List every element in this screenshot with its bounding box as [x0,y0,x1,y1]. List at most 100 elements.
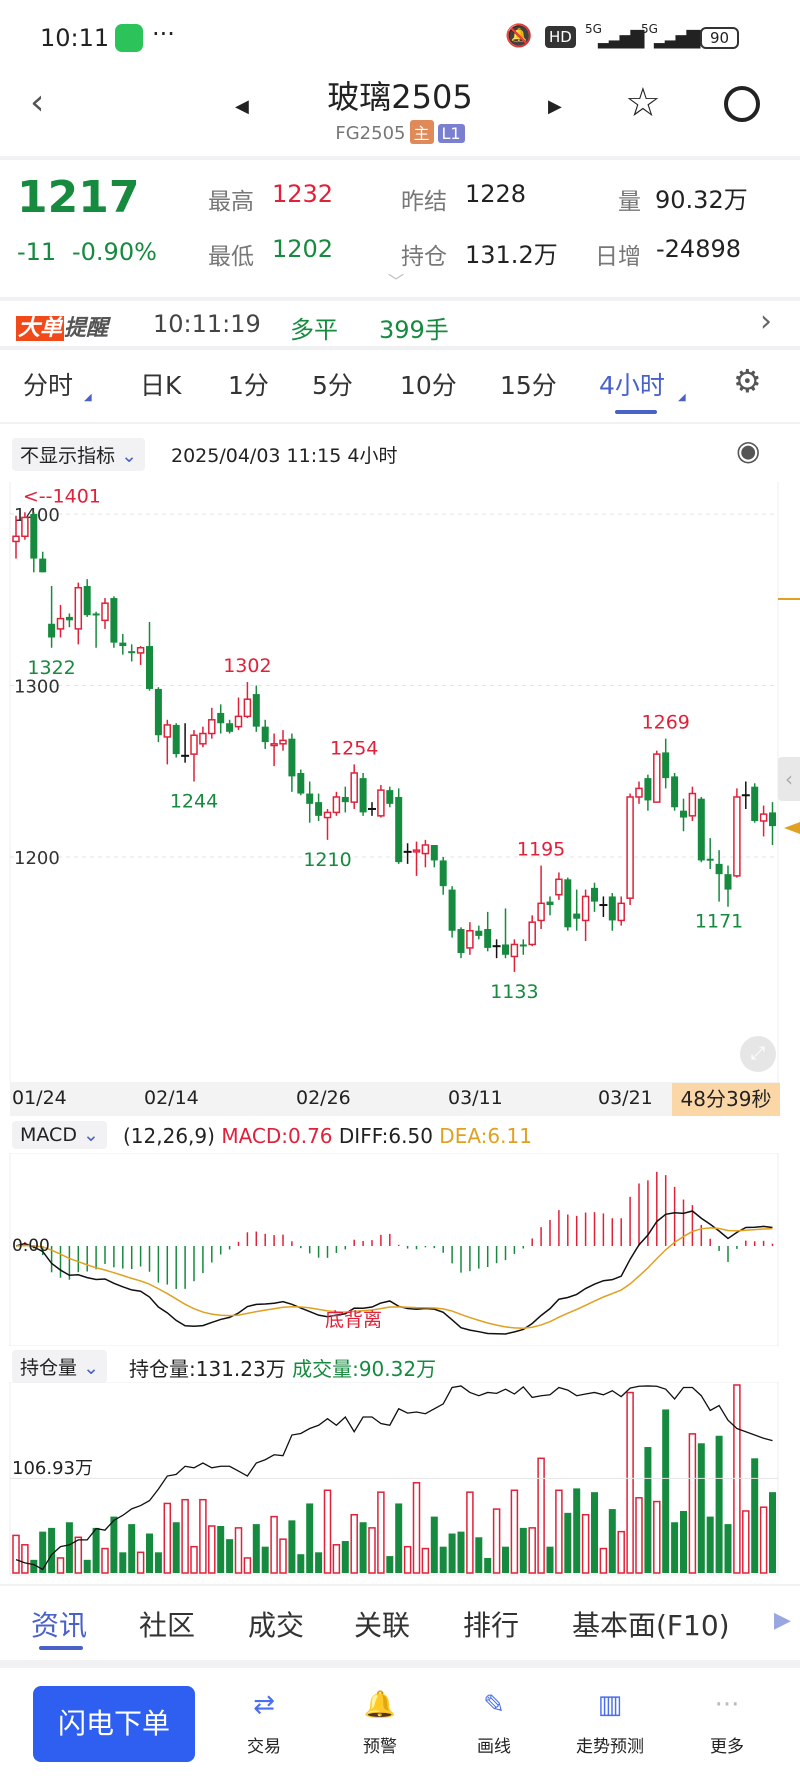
tab-related[interactable]: 关联 [354,1609,411,1642]
candle-down [386,790,394,804]
prev-contract-button[interactable]: ◀ [235,96,249,117]
tab-10min[interactable]: 10分 [400,371,457,400]
tab-trades[interactable]: 成交 [248,1609,305,1642]
macd-selector[interactable]: MACD ⌄ [12,1121,107,1149]
expand-chevron-icon[interactable]: ﹀ [388,272,405,291]
tab-1min[interactable]: 1分 [228,371,269,400]
volume-bar-down [288,1520,296,1573]
tab-4hour[interactable]: 4小时 [599,371,665,400]
candle-up [190,734,198,755]
tab-ranking[interactable]: 排行 [463,1609,520,1642]
candle-down [30,514,38,559]
candle-up [733,796,741,877]
tab-fundamentals[interactable]: 基本面(F10) [572,1609,730,1642]
next-contract-button[interactable]: ▶ [548,96,562,117]
tab-15min[interactable]: 15分 [500,371,557,400]
extreme-label: 1302 [223,655,271,677]
volume-bar-down [39,1531,47,1573]
volume-bar-up [688,1433,697,1574]
toolbar-label: 预警 [363,1737,397,1757]
macd-frame [9,1153,779,1346]
candlestick-chart[interactable]: 140013001200<--1401132212441302121012541… [0,482,800,1082]
back-button[interactable]: ‹ [30,82,45,123]
quick-order-button[interactable]: 闪电下单 [33,1686,195,1762]
candle-up [421,844,430,855]
candle-down [439,860,447,887]
tab-5min[interactable]: 5分 [312,371,353,400]
current-price-marker [784,822,800,834]
gear-icon[interactable]: ⚙ [733,362,762,400]
candle-up [323,811,332,819]
oi-selector[interactable]: 持仓量 ⌄ [12,1350,107,1383]
tabs-scroll-right-icon[interactable]: ▶ [774,1608,791,1633]
big-order-alert-badge: 大单提醒 [16,310,108,342]
candle-down [573,913,581,919]
candle-down [484,929,492,948]
signal-icon: ▂▃▅▇ [654,28,700,49]
candle-up [688,792,697,817]
eye-icon[interactable]: ◉ [736,434,761,467]
candle-down [92,613,100,616]
volume-bar-down [519,1527,527,1573]
extreme-label: 1195 [517,839,565,861]
active-tab-indicator [39,1646,83,1650]
volume-bar-up [199,1498,207,1574]
volume-bar-down [30,1559,38,1573]
daily-inc-value: -24898 [656,235,742,263]
candle-up [270,743,278,747]
candle-down [252,694,260,727]
volume-bar-up [537,1457,545,1574]
volume-bar-down [172,1522,180,1573]
toolbar-trade-button[interactable]: ⇄ 交易 [209,1690,319,1757]
candle-down [261,726,269,743]
side-panel-toggle-icon[interactable]: ‹ [778,757,800,801]
candle-down [39,558,47,573]
datetime: 2025/04/03 11:15 [171,445,342,467]
search-icon[interactable] [724,86,760,122]
volume-bar-up [181,1498,189,1574]
more-icon: ··· [714,1690,740,1720]
candle-down [226,723,234,732]
tab-daily-k[interactable]: 日K [140,371,182,400]
toolbar-forecast-button[interactable]: ▥ 走势预测 [555,1690,665,1757]
volume-oi-chart[interactable] [0,1382,800,1577]
candle-down [306,793,314,804]
candle-up [537,902,545,922]
macd-values: (12,26,9) MACD:0.76 DIFF:6.50 DEA:6.11 [123,1124,532,1148]
volume-bar-down [608,1509,616,1573]
volume-bar-up [403,1545,412,1574]
macd-chart[interactable] [0,1153,800,1346]
volume-bar-down [751,1458,759,1573]
extreme-label: 1254 [330,737,378,759]
candle-up [199,732,207,745]
candle-down [297,772,305,794]
tab-timeshare[interactable]: 分时 [23,371,74,400]
candle-down [608,896,616,921]
toolbar-bell-button[interactable]: 🔔 预警 [325,1690,435,1757]
divergence-label: 底背离 [325,1309,383,1331]
tab-news[interactable]: 资讯 [31,1609,88,1642]
volume-bar-down [252,1524,260,1573]
toolbar-pen-button[interactable]: ✎ 画线 [439,1690,549,1757]
candle-up [653,753,661,803]
alert-more-chevron-icon[interactable]: › [760,304,772,339]
fullscreen-icon[interactable]: ⤢ [740,1036,776,1072]
prev-settle-value: 1228 [465,180,527,208]
oi-reference-label: 106.93万 [12,1458,93,1480]
star-icon[interactable]: ☆ [625,80,661,126]
indicator-selector[interactable]: 不显示指标 ⌄ [12,438,145,471]
candle-down [671,776,679,808]
oi-total: 持仓量:131.23万 [129,1357,286,1381]
candle-down [751,786,759,821]
toolbar-more-button[interactable]: ··· 更多 [672,1690,782,1757]
oi-value: 131.2万 [465,241,558,269]
candle-down [519,944,527,947]
y-tick-label: 1200 [14,848,60,869]
x-tick-label: 02/14 [144,1087,199,1109]
extreme-label: 1133 [490,981,538,1003]
chevron-down-icon: ⌄ [83,1124,99,1146]
candle-up [243,698,252,718]
alert-qty: 399手 [379,316,449,344]
tab-community[interactable]: 社区 [139,1609,196,1642]
candle-up [759,813,768,822]
